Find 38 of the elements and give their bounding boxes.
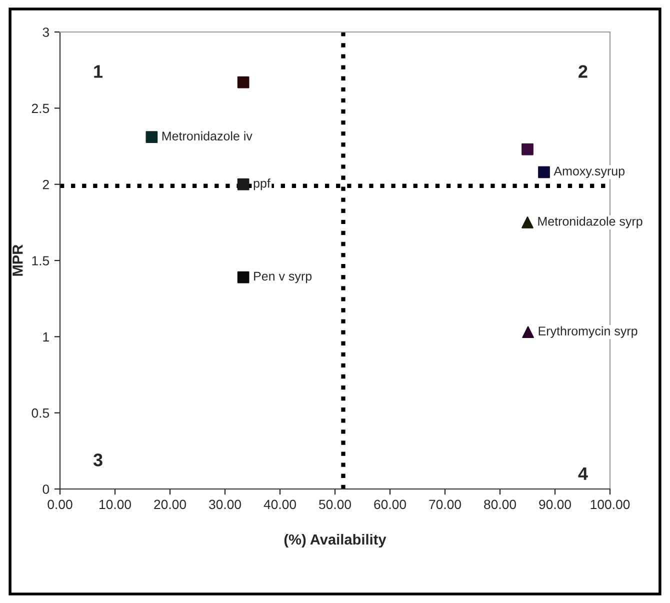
x-tick-label: 40.00 [264,500,296,510]
y-tick-label: 1 [43,332,49,342]
annotation: 2 [578,65,588,78]
point [538,166,550,178]
x-tick-label: 0.00 [48,500,72,510]
x-tick-label: 100.00 [590,500,630,510]
point [146,131,158,144]
point [237,271,250,284]
x-tick-label: 50.00 [319,500,351,510]
x-tick-label: 70.00 [429,500,461,510]
y-tick-label: 1.5 [32,256,50,266]
y-axis-title: MPR [12,244,23,276]
annotation: 3 [93,454,102,466]
x-tick-label: 90.00 [539,500,571,510]
y-tick-label: 0 [42,484,50,494]
annotation: Erythromycin syrp [538,326,638,338]
y-tick-label: 3 [42,28,50,37]
annotation: 4 [578,467,588,480]
point [522,326,534,338]
y-tick-label: 2.5 [32,104,50,114]
annotation: ppf [254,178,270,190]
x-tick-label: 80.00 [484,500,516,510]
annotation: Metronidazole syrp [538,216,642,228]
x-tick-label: 10.00 [100,500,131,510]
point [522,143,534,156]
point [522,216,534,228]
y-tick-label: 0.5 [32,408,50,418]
annotation: 1 [94,65,103,78]
x-tick-label: 30.00 [208,500,241,510]
x-tick-label: 20.00 [154,500,186,510]
x-axis-title: (%) Availability [284,534,386,548]
point [237,76,250,88]
annotation: Pen v syrp [254,272,312,284]
y-tick-label: 2 [42,180,49,190]
x-tick-label: 60.00 [374,500,406,510]
annotation: Metronidazole iv [162,131,252,140]
annotation: Amoxy.syrup [554,166,625,178]
point [237,178,250,190]
